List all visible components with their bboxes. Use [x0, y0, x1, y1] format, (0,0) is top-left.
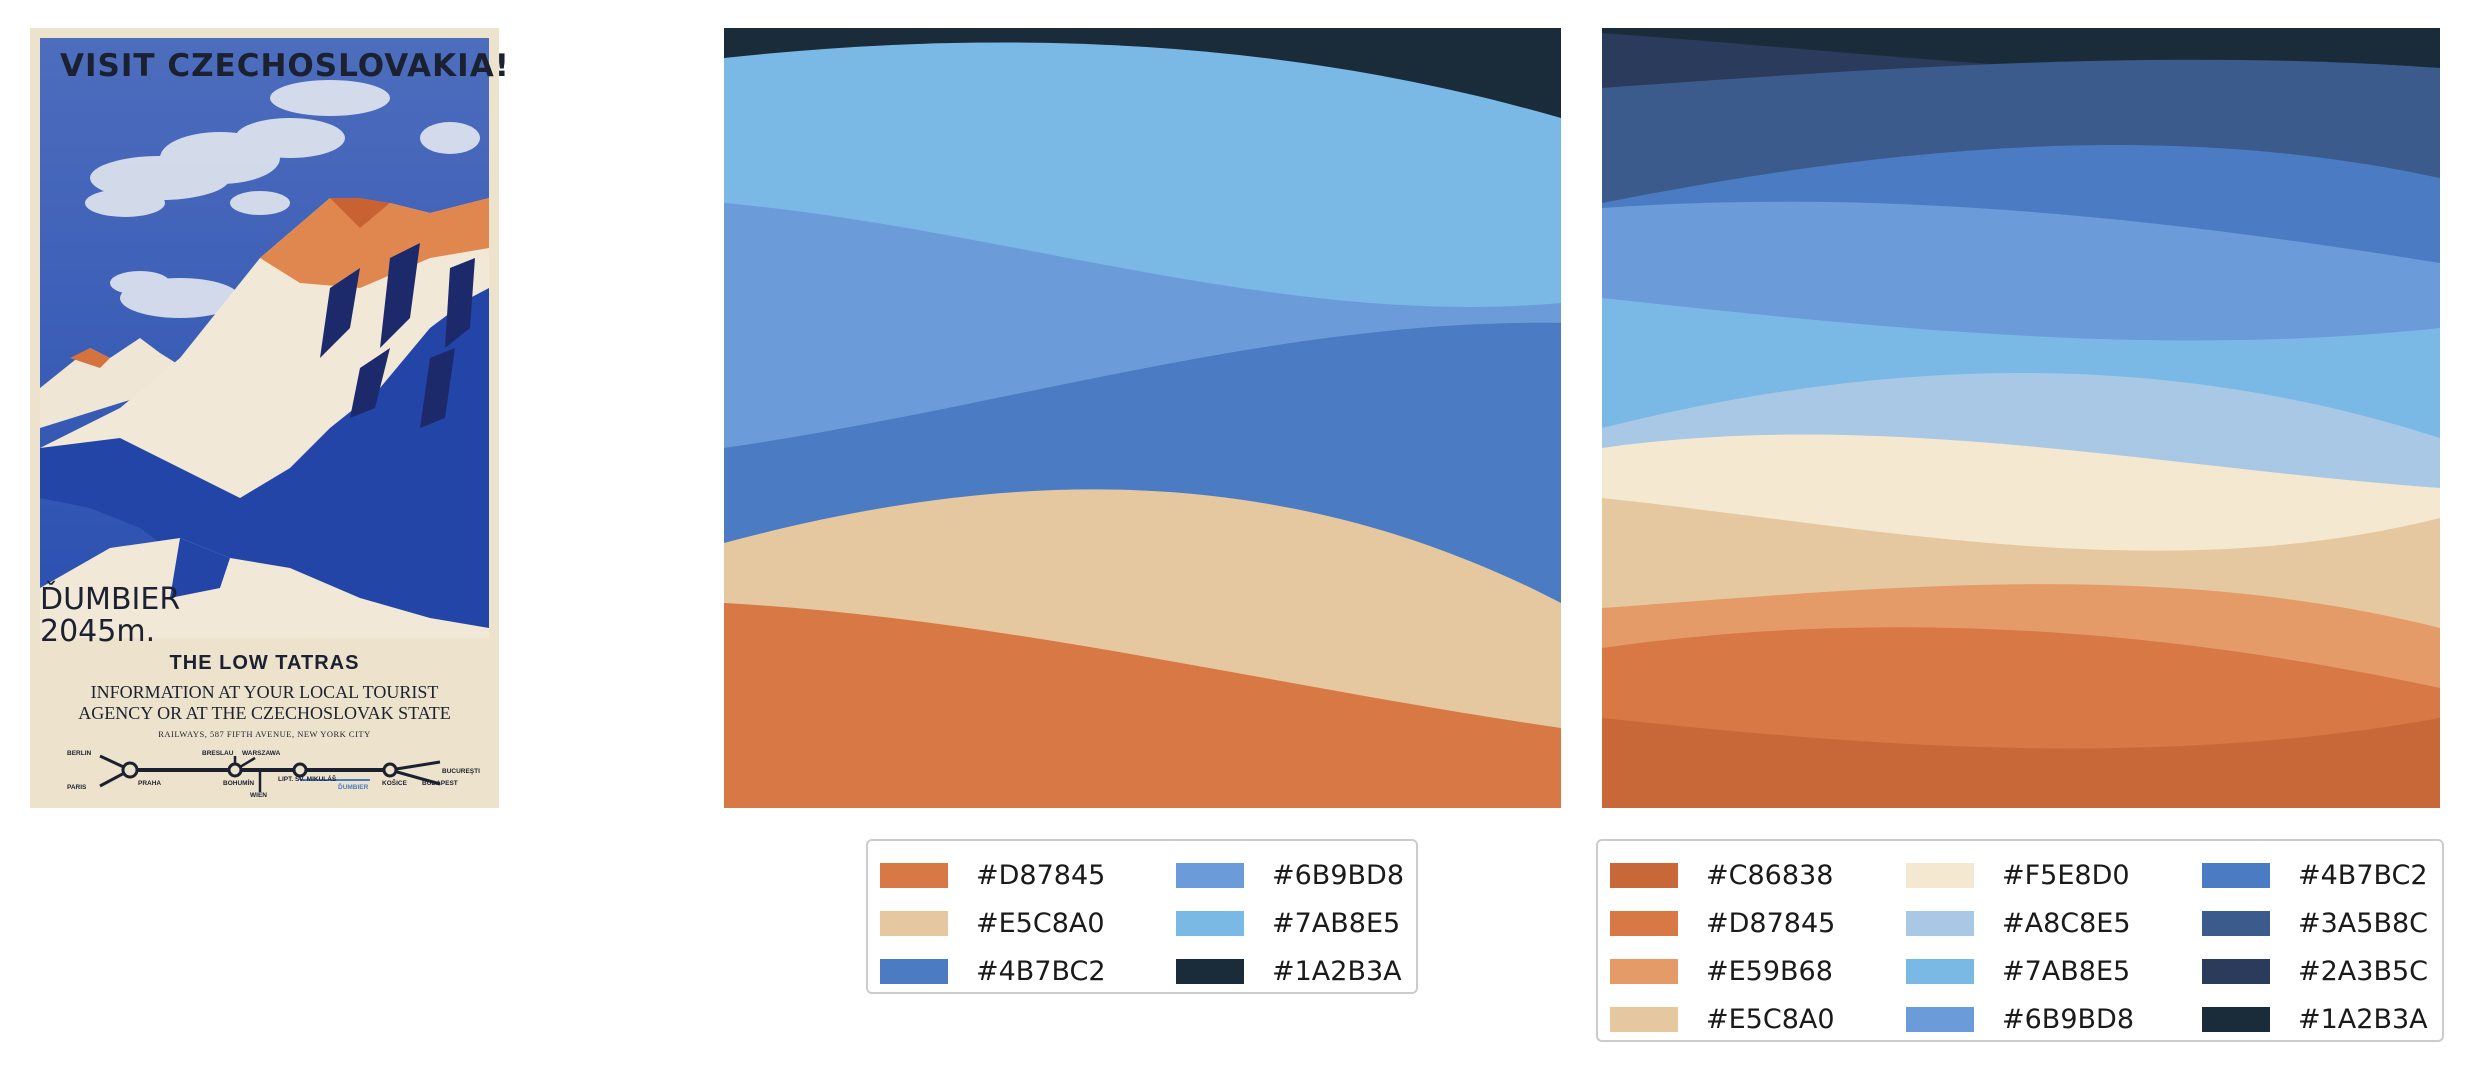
hex-label: #7AB8E5 — [1272, 907, 1401, 939]
legend-item: #6B9BD8 — [1906, 997, 2134, 1041]
hex-label: #D87845 — [976, 859, 1106, 891]
color-swatch — [1610, 1006, 1678, 1032]
rail-label: WARSZAWA — [242, 750, 281, 757]
hex-label: #E5C8A0 — [1706, 1003, 1835, 1035]
rail-label: WIEN — [250, 792, 267, 799]
color-swatch — [2202, 1006, 2270, 1032]
color-swatch — [1906, 862, 1974, 888]
rail-label: BUDAPEST — [422, 780, 458, 787]
hex-label: #E59B68 — [1706, 955, 1833, 987]
poster-heading: THE LOW TATRAS — [169, 652, 360, 674]
hex-label: #1A2B3A — [2298, 1003, 2428, 1035]
travel-poster: VISIT CZECHOSLOVAKIA! ĎUMBIER 2045m. THE… — [30, 28, 510, 808]
poster-peak-label: ĎUMBIER 2045m. — [40, 582, 181, 649]
wave-layer — [724, 603, 1561, 808]
poster-title: VISIT CZECHOSLOVAKIA! — [60, 48, 510, 84]
rail-label: BOHUMÍN — [223, 780, 255, 787]
rail-label: PARIS — [67, 784, 87, 791]
hex-label: #D87845 — [1706, 907, 1836, 939]
hex-label: #F5E8D0 — [2002, 859, 2130, 891]
legend-item: #7AB8E5 — [1176, 901, 1400, 945]
legend-item: #3A5B8C — [2202, 901, 2428, 945]
poster-info-line: INFORMATION AT YOUR LOCAL TOURIST — [90, 682, 439, 702]
legend-item: #E5C8A0 — [880, 901, 1105, 945]
poster-foreground-snow — [40, 538, 489, 638]
legend-item: #1A2B3A — [1176, 949, 1402, 993]
hex-label: #2A3B5C — [2298, 955, 2429, 987]
legend-item: #6B9BD8 — [1176, 853, 1404, 897]
legend-item: #2A3B5C — [2202, 949, 2428, 993]
legend-item: #E59B68 — [1610, 949, 1833, 993]
wave-layer — [1602, 718, 2440, 808]
poster-rail-map — [99, 754, 441, 792]
legend-item: #D87845 — [1610, 901, 1835, 945]
color-swatch — [1906, 958, 1974, 984]
color-swatch — [2202, 958, 2270, 984]
color-swatch — [880, 910, 948, 936]
rail-label: BUCUREŞTI — [442, 768, 480, 775]
color-swatch — [2202, 910, 2270, 936]
color-swatch — [1610, 958, 1678, 984]
poster-info-line: AGENCY OR AT THE CZECHOSLOVAK STATE — [78, 703, 451, 723]
wave-panel-12-colors — [1602, 28, 2440, 808]
legend-item: #4B7BC2 — [2202, 853, 2428, 897]
legend-item: #C86838 — [1610, 853, 1833, 897]
color-swatch — [1610, 910, 1678, 936]
hex-label: #7AB8E5 — [2002, 955, 2131, 987]
legend-6-colors: #D87845 #E5C8A0 #4B7BC2 #6B9BD8 #7AB8E5 … — [866, 839, 1418, 994]
color-swatch — [880, 862, 948, 888]
hex-label: #3A5B8C — [2298, 907, 2429, 939]
legend-item: #7AB8E5 — [1906, 949, 2130, 993]
hex-label: #4B7BC2 — [2298, 859, 2428, 891]
legend-item: #1A2B3A — [2202, 997, 2428, 1041]
color-swatch — [880, 958, 948, 984]
color-swatch — [1176, 862, 1244, 888]
rail-label: LIPT. SV. MIKULÁŠ — [278, 776, 337, 783]
poster-valley-shadow — [40, 288, 489, 638]
poster-address: RAILWAYS, 587 FIFTH AVENUE, NEW YORK CIT… — [158, 729, 371, 739]
hex-label: #6B9BD8 — [2002, 1003, 2134, 1035]
rail-label: BRESLAU — [202, 750, 234, 757]
color-swatch — [1906, 910, 1974, 936]
color-swatch — [2202, 862, 2270, 888]
legend-item: #F5E8D0 — [1906, 853, 2130, 897]
color-swatch — [1906, 1006, 1974, 1032]
legend-item: #D87845 — [880, 853, 1105, 897]
legend-item: #E5C8A0 — [1610, 997, 1835, 1041]
color-swatch — [1610, 862, 1678, 888]
hex-label: #A8C8E5 — [2002, 907, 2131, 939]
hex-label: #E5C8A0 — [976, 907, 1105, 939]
hex-label: #6B9BD8 — [1272, 859, 1404, 891]
legend-item: #4B7BC2 — [880, 949, 1106, 993]
legend-12-colors: #C86838 #D87845 #E59B68 #E5C8A0 #F5E8D0 … — [1596, 839, 2444, 1042]
color-swatch — [1176, 910, 1244, 936]
poster-artwork — [40, 38, 489, 798]
wave-panel-6-colors — [724, 28, 1561, 808]
hex-label: #1A2B3A — [1272, 955, 1402, 987]
color-swatch — [1176, 958, 1244, 984]
hex-label: #4B7BC2 — [976, 955, 1106, 987]
poster-clouds — [85, 80, 480, 318]
legend-item: #A8C8E5 — [1906, 901, 2131, 945]
rail-label: ĎUMBIER — [338, 784, 369, 791]
rail-label: KOŠICE — [382, 780, 407, 787]
hex-label: #C86838 — [1706, 859, 1834, 891]
rail-label: BERLIN — [67, 750, 92, 757]
rail-label: PRAHA — [138, 780, 162, 787]
